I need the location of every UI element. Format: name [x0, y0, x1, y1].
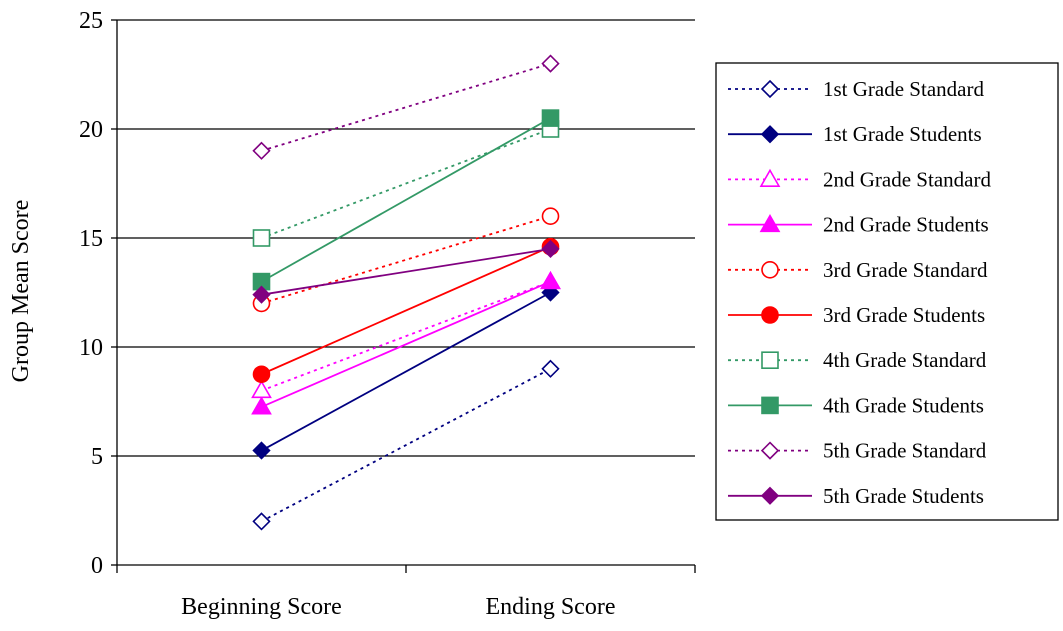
- series-line: [261, 128, 551, 239]
- series-line: [261, 62, 551, 152]
- series-9: [252, 54, 560, 160]
- legend-item: 5th Grade Students: [728, 484, 984, 508]
- series-line: [261, 368, 551, 523]
- legend-marker: [760, 441, 780, 460]
- x-tick-labels: Beginning Score Ending Score: [181, 594, 615, 620]
- series-line: [261, 280, 551, 408]
- y-tick-label: 25: [79, 8, 103, 34]
- legend-marker: [760, 486, 780, 505]
- data-point: [252, 441, 271, 460]
- legend-marker: [759, 168, 781, 187]
- series-group: [251, 54, 561, 531]
- data-point: [252, 141, 271, 160]
- legend-label: 3rd Grade Students: [823, 303, 985, 327]
- data-point: [252, 229, 271, 247]
- legend-label: 2nd Grade Standard: [823, 167, 991, 191]
- y-tick-labels: 0 5 10 15 20 25: [79, 8, 103, 579]
- series-line: [261, 117, 551, 283]
- series-8: [252, 109, 560, 291]
- y-tick-label: 0: [91, 553, 103, 579]
- y-tick-label: 5: [91, 444, 103, 470]
- legend-item: 1st Grade Students: [728, 122, 982, 146]
- legend-item: 3rd Grade Students: [728, 303, 985, 327]
- legend-label: 4th Grade Standard: [823, 348, 987, 372]
- legend-marker: [760, 125, 780, 144]
- data-point: [541, 359, 560, 378]
- data-point: [540, 270, 561, 290]
- series-line: [261, 280, 551, 392]
- series-3: [251, 270, 561, 399]
- legend-item: 1st Grade Standard: [728, 77, 984, 101]
- legend-marker: [761, 396, 779, 415]
- x-tick-label: Ending Score: [486, 594, 616, 620]
- gridlines: [117, 19, 695, 457]
- y-tick-label: 15: [79, 226, 103, 252]
- axes: [111, 19, 696, 573]
- legend-marker: [761, 351, 779, 370]
- y-tick-label: 20: [79, 117, 103, 143]
- data-point: [541, 239, 560, 259]
- legend-label: 1st Grade Students: [823, 122, 982, 146]
- series-line: [261, 291, 551, 452]
- y-axis-label: Group Mean Score: [8, 200, 34, 383]
- legend-label: 4th Grade Students: [823, 393, 984, 417]
- legend-label: 5th Grade Students: [823, 484, 984, 508]
- legend-marker: [759, 213, 781, 233]
- legend-item: 5th Grade Standard: [728, 439, 987, 463]
- legend: 1st Grade Standard 1st Grade Students 2nd …: [715, 62, 1059, 521]
- data-point: [541, 207, 560, 225]
- legend-item: 4th Grade Students: [728, 393, 984, 417]
- data-point: [251, 396, 272, 415]
- legend-label: 5th Grade Standard: [823, 439, 987, 463]
- legend-marker: [761, 306, 779, 324]
- series-line: [261, 215, 551, 305]
- data-point: [541, 54, 560, 73]
- series-1: [252, 359, 560, 531]
- data-point: [251, 379, 272, 399]
- legend-label: 2nd Grade Students: [823, 213, 989, 237]
- series-line: [261, 248, 551, 296]
- legend-item: 2nd Grade Standard: [728, 167, 991, 191]
- legend-item: 3rd Grade Standard: [728, 258, 988, 282]
- data-point: [541, 109, 560, 127]
- series-line: [261, 245, 551, 376]
- series-10: [252, 239, 560, 304]
- legend-label: 1st Grade Standard: [823, 77, 984, 101]
- legend-label: 3rd Grade Standard: [823, 258, 988, 282]
- y-tick-label: 10: [79, 335, 103, 361]
- series-4: [251, 270, 561, 415]
- data-point: [252, 365, 271, 384]
- data-point: [252, 512, 271, 531]
- legend-item: 4th Grade Standard: [728, 348, 987, 372]
- legend-item: 2nd Grade Students: [728, 213, 989, 237]
- x-tick-label: Beginning Score: [181, 594, 342, 620]
- legend-marker: [761, 260, 779, 279]
- data-point: [252, 285, 271, 304]
- legend-marker: [760, 79, 780, 99]
